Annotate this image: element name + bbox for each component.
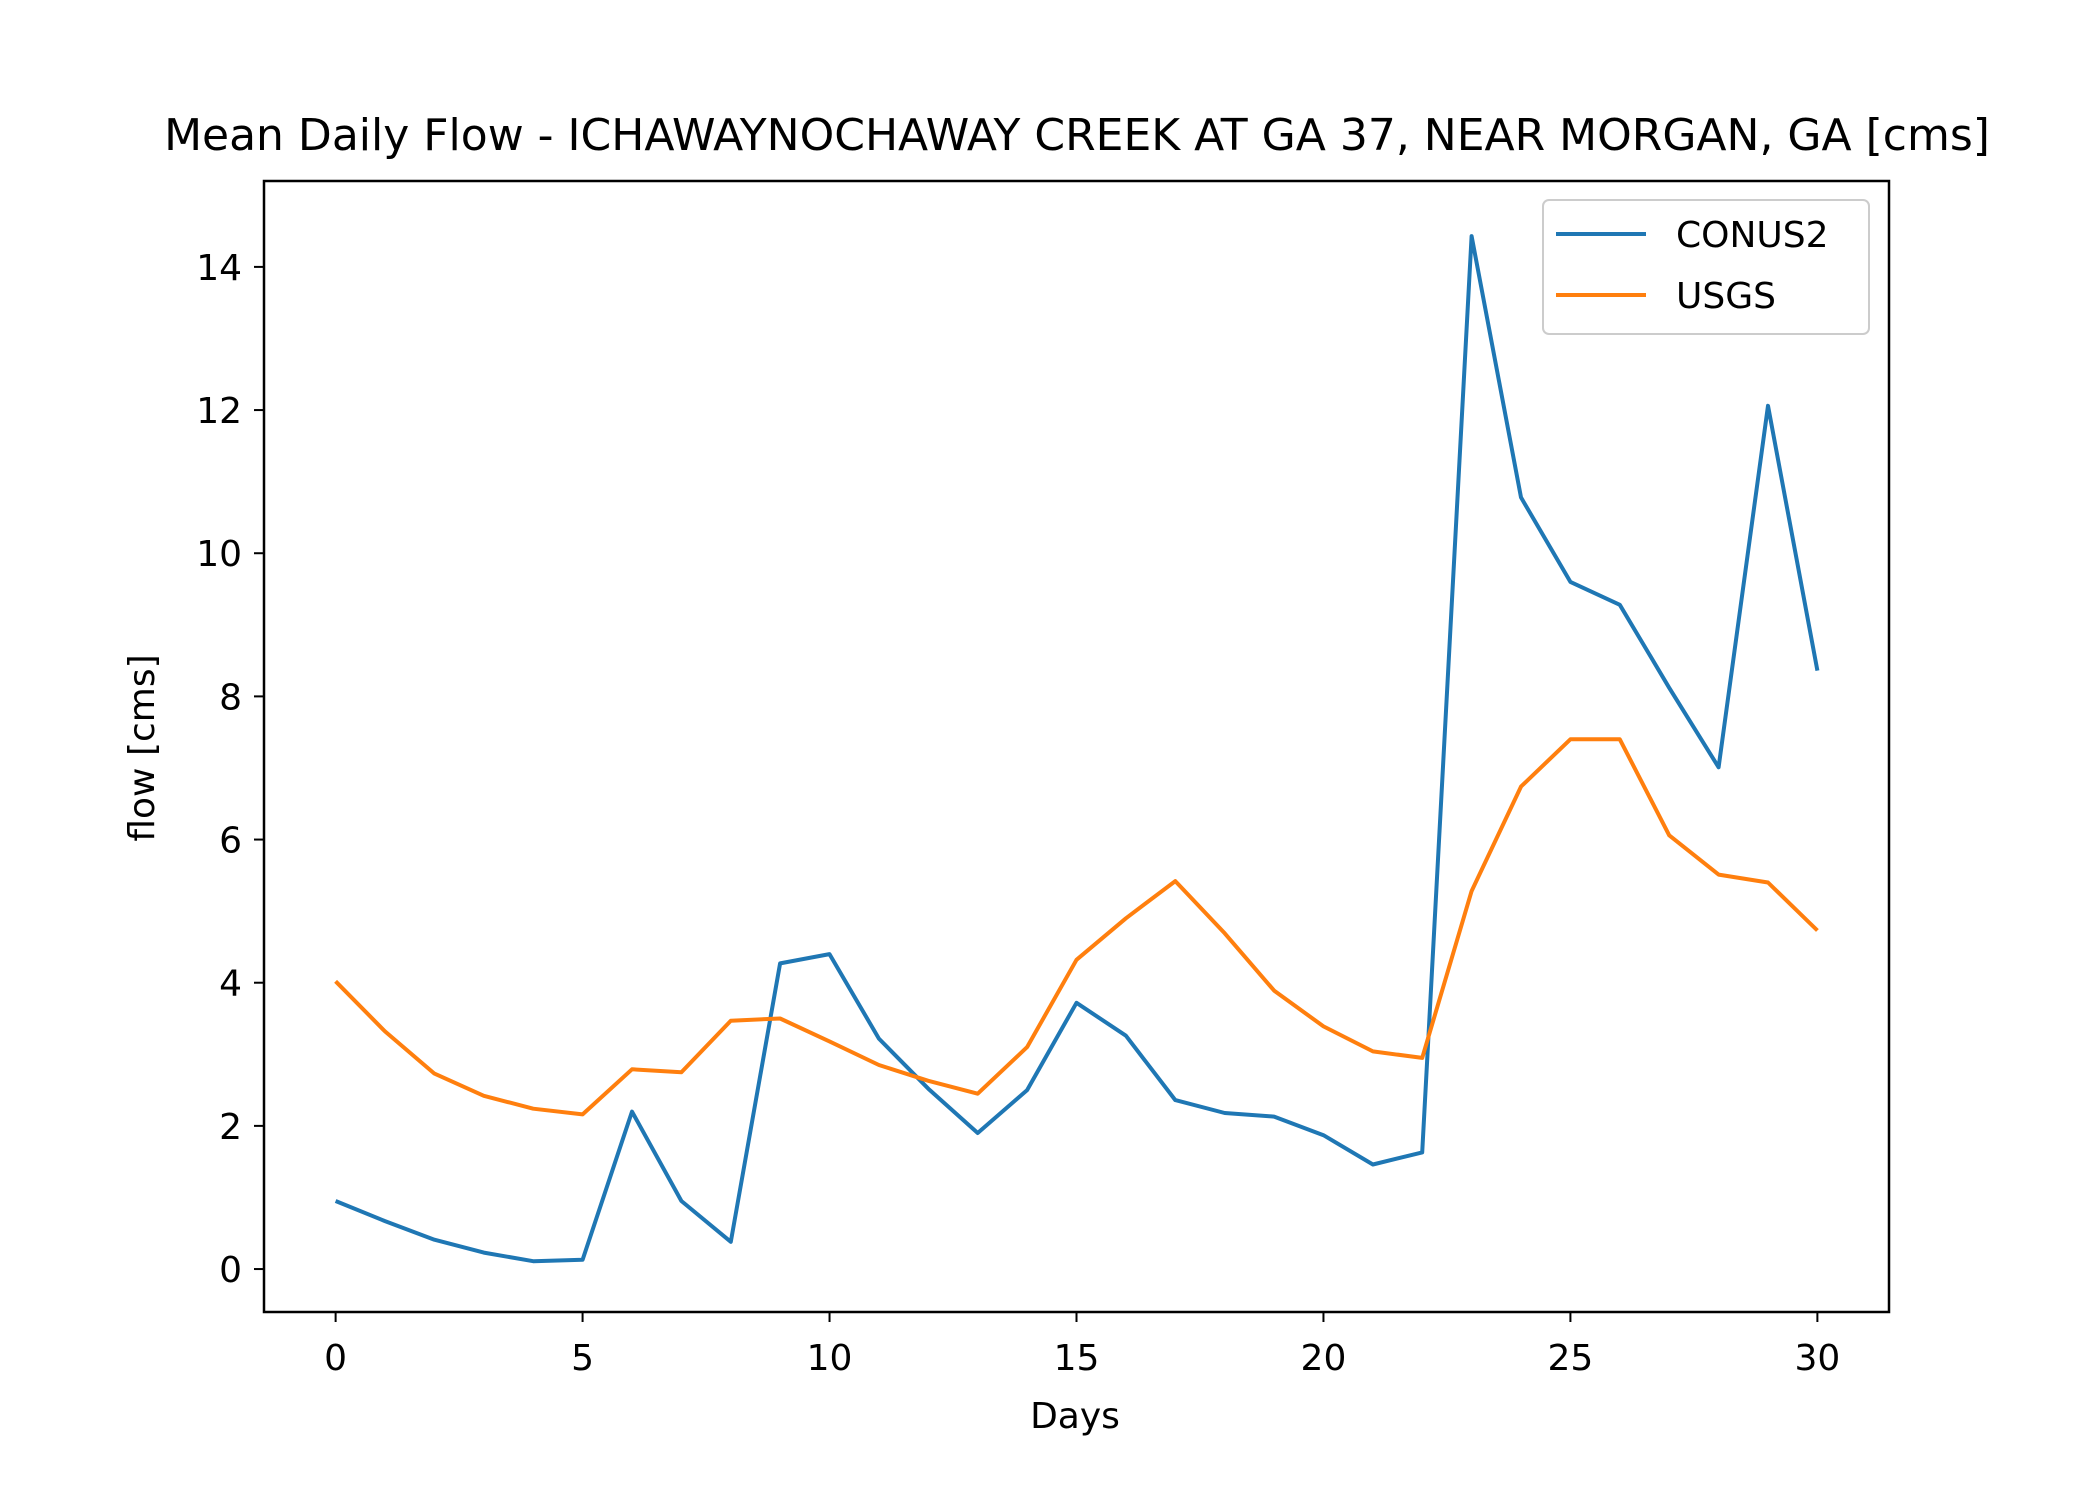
y-axis: 0 2 4 6 8 10 12 14	[196, 248, 264, 1291]
plot-frame	[262, 179, 1891, 1314]
y-tick-label: 0	[219, 1250, 242, 1291]
series-line-conus2	[334, 234, 1820, 1264]
chart-title: Mean Daily Flow - ICHAWAYNOCHAWAY CREEK …	[164, 110, 1990, 161]
y-tick-label: 2	[219, 1107, 242, 1148]
y-tick-label: 12	[196, 391, 242, 432]
legend: CONUS2 USGS	[1542, 199, 1870, 335]
x-axis-label: Days	[1030, 1396, 1120, 1437]
x-tick-label: 10	[807, 1338, 853, 1379]
y-tick-label: 10	[196, 534, 242, 575]
y-tick-label: 6	[219, 821, 242, 862]
y-tick-label: 8	[219, 677, 242, 718]
y-tick-label: 14	[196, 248, 242, 289]
x-tick-label: 30	[1794, 1338, 1840, 1379]
x-tick-label: 20	[1301, 1338, 1347, 1379]
x-axis: 0 5 10 15 20 25 30	[324, 1312, 1840, 1379]
plot-area	[334, 234, 1820, 1264]
series-line-usgs	[334, 737, 1819, 1117]
x-tick-label: 15	[1054, 1338, 1100, 1379]
legend-label-usgs: USGS	[1676, 276, 1776, 317]
x-tick-label: 0	[324, 1338, 347, 1379]
y-tick-label: 4	[219, 964, 242, 1005]
x-tick-label: 5	[571, 1338, 594, 1379]
x-tick-label: 25	[1548, 1338, 1594, 1379]
legend-label-conus2: CONUS2	[1676, 215, 1829, 256]
y-axis-label: flow [cms]	[122, 654, 163, 841]
